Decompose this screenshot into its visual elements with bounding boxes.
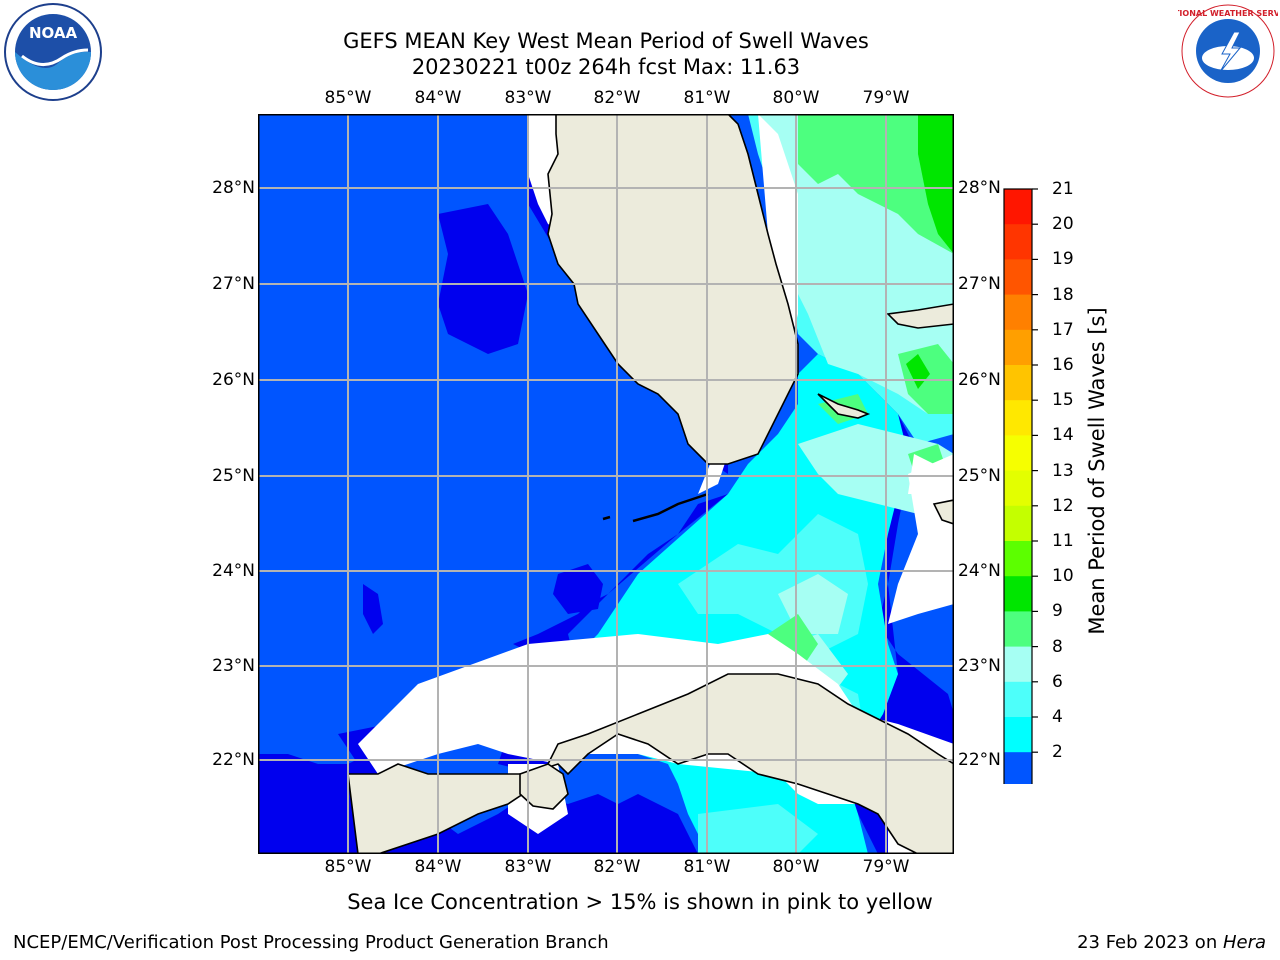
lat-label-left: 23°N [212, 656, 255, 676]
colorbar-tick-label: 14 [1052, 425, 1074, 446]
colorbar-segment [1004, 329, 1032, 366]
land [347, 114, 954, 854]
lat-label-right: 23°N [958, 656, 1001, 676]
colorbar-tick-label: 21 [1052, 179, 1074, 199]
map-frame [258, 114, 954, 854]
colorbar-segment [1004, 752, 1032, 784]
lat-label-left: 28°N [212, 178, 255, 198]
colorbar-segment [1004, 717, 1032, 753]
lon-label-top: 81°W [683, 88, 731, 108]
nws-logo-text: NATIONAL WEATHER SERVICE [1178, 9, 1278, 18]
colorbar-segment [1004, 505, 1032, 542]
lon-label-top: 80°W [772, 88, 820, 108]
lat-label-right: 28°N [958, 178, 1001, 198]
lat-label-right: 22°N [958, 750, 1001, 770]
colorbar-tick-label: 18 [1052, 284, 1074, 305]
lat-label-left: 26°N [212, 370, 255, 390]
colorbar-segment [1004, 259, 1032, 296]
florida-keys [602, 492, 709, 523]
colorbar-tick-label: 4 [1052, 707, 1063, 727]
lon-label-bottom: 81°W [683, 857, 731, 877]
colorbar-tick-label: 6 [1052, 671, 1063, 692]
colorbar [1003, 188, 1038, 784]
noaa-logo-text: NOAA [29, 24, 78, 42]
lon-label-bottom: 83°W [504, 857, 552, 877]
colorbar-segment [1004, 646, 1032, 683]
lat-label-right: 25°N [958, 466, 1001, 486]
colorbar-tick-label: 11 [1052, 531, 1074, 551]
colorbar-segment [1004, 470, 1032, 507]
lon-label-bottom: 80°W [772, 857, 820, 877]
graticule [258, 114, 954, 854]
lon-label-bottom: 85°W [324, 857, 372, 877]
footer-date-text: 23 Feb 2023 on [1077, 932, 1223, 953]
colorbar-segment [1004, 611, 1032, 648]
footer-date: 23 Feb 2023 on Hera [1077, 932, 1266, 953]
lon-label-top: 82°W [593, 88, 641, 108]
colorbar-title: Mean Period of Swell Waves [s] [1085, 307, 1109, 635]
lat-label-left: 27°N [212, 274, 255, 294]
colorbar-tick-label: 20 [1052, 214, 1074, 235]
lon-label-bottom: 79°W [862, 857, 910, 877]
colorbar-segment [1004, 681, 1032, 718]
lon-label-bottom: 82°W [593, 857, 641, 877]
andros-land [817, 393, 871, 419]
lat-label-right: 24°N [958, 561, 1001, 581]
colorbar-segment [1004, 541, 1032, 577]
colorbar-tick-label: 17 [1052, 319, 1074, 340]
colorbar-tick-label: 16 [1052, 355, 1074, 375]
lat-label-left: 22°N [212, 750, 255, 770]
abaco-land [932, 499, 954, 525]
colorbar-segment [1004, 576, 1032, 612]
colorbar-segment [1004, 224, 1032, 260]
cuba-land [347, 673, 954, 854]
colorbar-segment [1004, 189, 1032, 225]
colorbar-segment [1004, 365, 1032, 401]
lon-label-top: 85°W [324, 88, 372, 108]
colorbar-segment [1004, 435, 1032, 472]
colorbar-tick-label: 10 [1052, 566, 1074, 587]
colorbar-segment [1004, 400, 1032, 436]
lon-label-top: 84°W [414, 88, 462, 108]
footer-branch: NCEP/EMC/Verification Post Processing Pr… [13, 932, 609, 953]
colorbar-tick-label: 15 [1052, 390, 1074, 411]
florida-land [547, 114, 799, 465]
lon-label-bottom: 84°W [414, 857, 462, 877]
footer-machine: Hera [1222, 932, 1266, 953]
colorbar-segment [1004, 294, 1032, 331]
colorbar-tick-label: 2 [1052, 742, 1063, 763]
colorbar-tick-label: 8 [1052, 636, 1063, 657]
lon-label-top: 79°W [862, 88, 910, 108]
colorbar-frame [1003, 188, 1033, 784]
colorbar-tick-label: 19 [1052, 249, 1074, 270]
lat-label-left: 24°N [212, 561, 255, 581]
lon-label-top: 83°W [504, 88, 552, 108]
noaa-logo: NOAA [4, 3, 102, 101]
lat-label-left: 25°N [212, 466, 255, 486]
colorbar-tick-label: 12 [1052, 495, 1074, 516]
colorbar-tick-label: 9 [1052, 601, 1063, 622]
lat-label-right: 26°N [958, 370, 1001, 390]
colorbar-tick-label: 13 [1052, 460, 1074, 481]
isla-juventud-land [519, 763, 569, 810]
sea-ice-caption: Sea Ice Concentration > 15% is shown in … [347, 890, 933, 914]
swell-period-map [258, 114, 954, 854]
map-title: GEFS MEAN Key West Mean Period of Swell … [343, 29, 869, 53]
nws-logo: NATIONAL WEATHER SERVICE [1178, 4, 1278, 98]
map-subtitle: 20230221 t00z 264h fcst Max: 11.63 [411, 55, 801, 79]
lat-label-right: 27°N [958, 274, 1001, 294]
grand-bahama-land [886, 303, 954, 329]
